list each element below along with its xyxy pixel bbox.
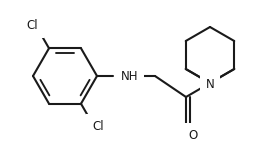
Text: Cl: Cl [26,19,38,32]
Text: O: O [188,129,197,142]
Text: NH: NH [121,69,138,82]
Text: Cl: Cl [92,120,104,133]
Text: N: N [206,78,214,91]
